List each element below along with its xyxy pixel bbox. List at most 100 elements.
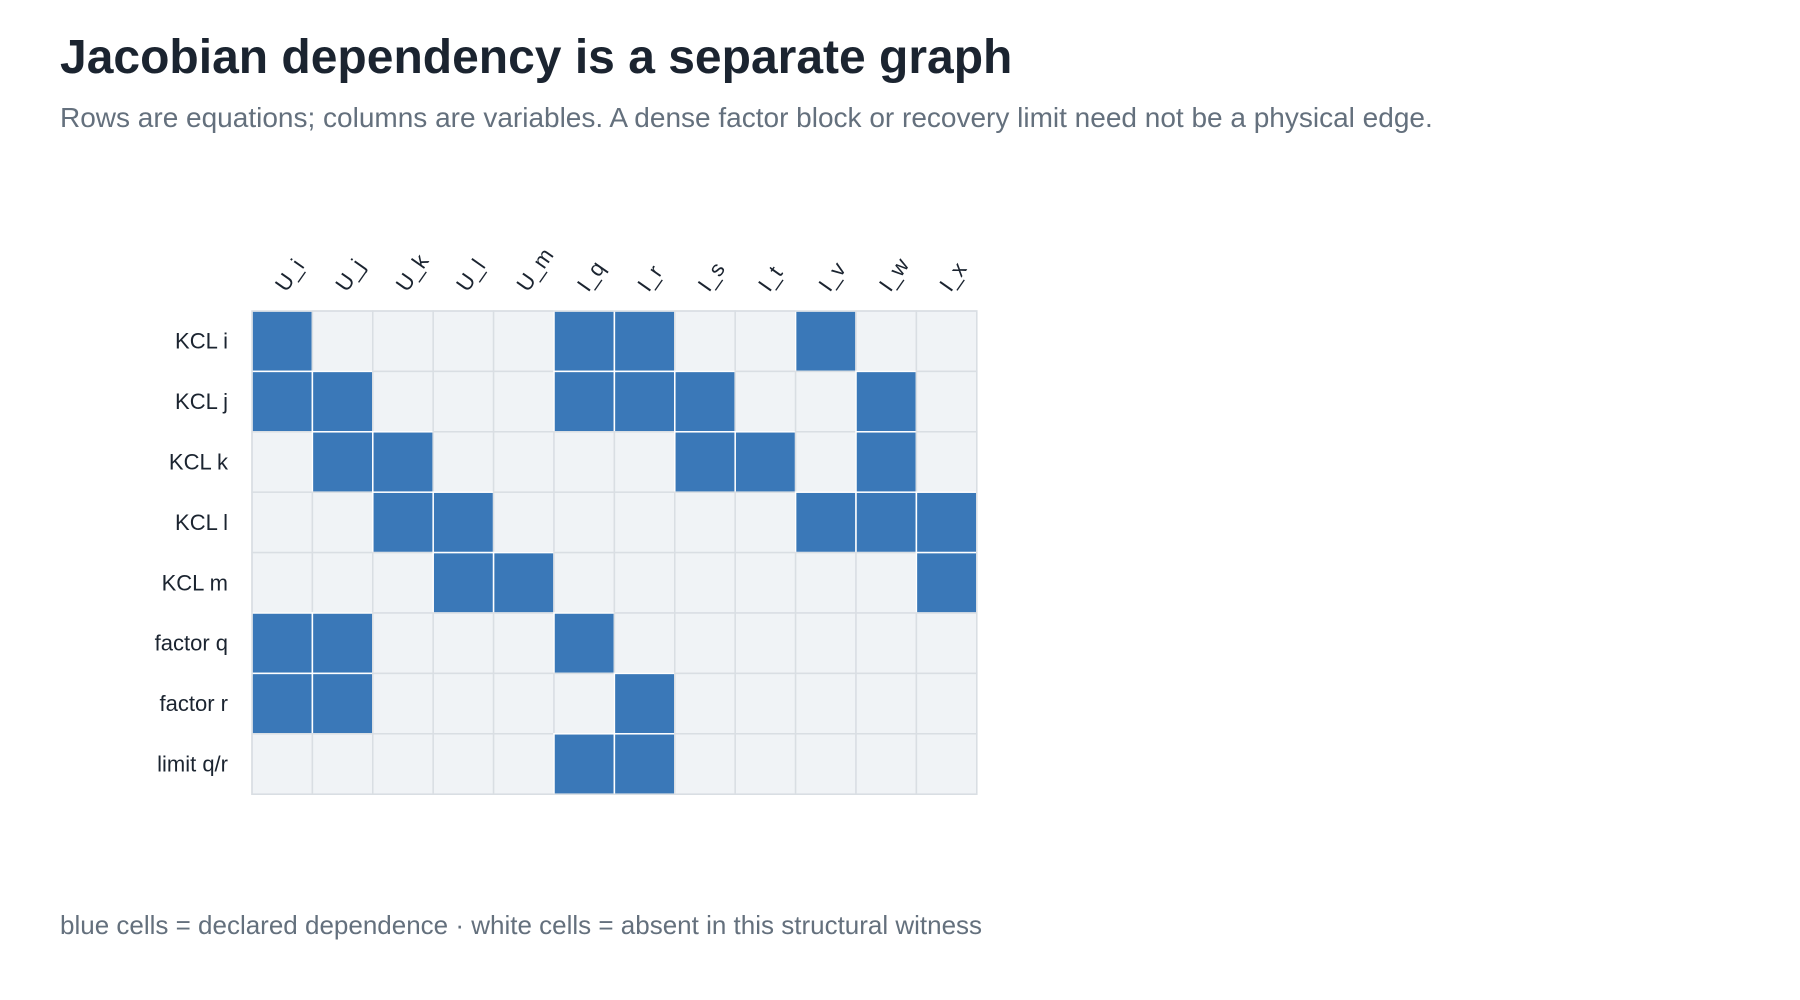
cell-kcl-m-i-v <box>794 551 857 614</box>
cell-factor-q-i-t <box>734 612 797 675</box>
cell-kcl-k-u-k <box>372 431 434 493</box>
cell-kcl-i-i-w <box>855 310 918 373</box>
cell-kcl-j-u-l <box>432 370 495 433</box>
cell-kcl-i-i-v <box>794 310 857 373</box>
cell-factor-q-u-k <box>372 612 434 675</box>
cell-limit-q-r-u-i <box>251 733 314 795</box>
cell-factor-q-u-i <box>251 612 314 675</box>
row-label-limit-q-r: limit q/r <box>157 752 228 777</box>
cell-kcl-j-u-j <box>311 370 374 433</box>
cell-kcl-j-i-q <box>553 370 616 433</box>
cell-kcl-m-u-i <box>251 551 314 614</box>
cell-kcl-j-i-s <box>674 370 736 433</box>
cell-kcl-m-i-r <box>613 551 676 614</box>
cell-kcl-k-i-s <box>674 431 736 493</box>
row-label-kcl-i: KCL i <box>175 329 228 354</box>
cell-kcl-i-u-l <box>432 310 495 373</box>
cell-kcl-i-i-t <box>734 310 797 373</box>
cell-factor-r-i-q <box>553 672 616 735</box>
cell-factor-r-u-k <box>372 672 434 735</box>
cell-kcl-j-i-r <box>613 370 676 433</box>
cell-limit-q-r-i-v <box>794 733 857 795</box>
cell-kcl-i-u-j <box>311 310 374 373</box>
column-label-u-m: U_m <box>511 243 558 295</box>
cell-kcl-l-u-m <box>492 491 555 554</box>
cell-kcl-m-i-w <box>855 551 918 614</box>
cell-kcl-m-u-m <box>492 551 555 614</box>
cell-kcl-l-u-i <box>251 491 314 554</box>
row-label-factor-r: factor r <box>160 691 228 716</box>
cell-limit-q-r-u-j <box>311 733 374 795</box>
cell-factor-q-u-l <box>432 612 495 675</box>
cell-kcl-k-i-t <box>734 431 797 493</box>
cell-factor-r-u-l <box>432 672 495 735</box>
cell-factor-q-i-v <box>794 612 857 675</box>
cell-kcl-l-i-t <box>734 491 797 554</box>
cell-kcl-k-u-m <box>492 431 555 493</box>
cell-kcl-k-u-i <box>251 431 314 493</box>
cell-factor-q-i-q <box>553 612 616 675</box>
cell-kcl-l-u-l <box>432 491 495 554</box>
cell-factor-r-i-v <box>794 672 857 735</box>
cell-kcl-l-i-w <box>855 491 918 554</box>
cell-limit-q-r-u-l <box>432 733 495 795</box>
cell-kcl-m-i-s <box>674 551 736 614</box>
cell-kcl-l-i-r <box>613 491 676 554</box>
cell-limit-q-r-i-t <box>734 733 797 795</box>
cell-kcl-j-i-w <box>855 370 918 433</box>
cell-factor-q-i-r <box>613 612 676 675</box>
cell-limit-q-r-u-k <box>372 733 434 795</box>
cell-kcl-l-i-x <box>915 491 978 554</box>
cell-kcl-i-i-r <box>613 310 676 373</box>
cell-kcl-k-u-l <box>432 431 495 493</box>
cell-kcl-j-i-t <box>734 370 797 433</box>
cell-limit-q-r-i-r <box>613 733 676 795</box>
cell-kcl-k-i-r <box>613 431 676 493</box>
legend-caption: blue cells = declared dependence · white… <box>60 910 983 940</box>
cell-limit-q-r-i-w <box>855 733 918 795</box>
cell-kcl-i-u-i <box>251 310 314 373</box>
cell-limit-q-r-i-q <box>553 733 616 795</box>
cell-kcl-l-u-j <box>311 491 374 554</box>
cell-factor-r-i-s <box>674 672 736 735</box>
cell-kcl-i-i-q <box>553 310 616 373</box>
cell-kcl-l-i-s <box>674 491 736 554</box>
cell-kcl-j-u-m <box>492 370 555 433</box>
cell-factor-q-u-j <box>311 612 374 675</box>
heatmap-cells <box>251 310 978 795</box>
row-labels: KCL i KCL j KCL k KCL l KCL m factor q factor … <box>155 329 229 777</box>
cell-limit-q-r-i-s <box>674 733 736 795</box>
cell-factor-q-u-m <box>492 612 555 675</box>
cell-factor-r-u-i <box>251 672 314 735</box>
cell-kcl-m-u-l <box>432 551 495 614</box>
cell-limit-q-r-u-m <box>492 733 555 795</box>
row-label-factor-q: factor q <box>155 631 228 656</box>
column-labels: U_i U_j U_k U_l U_m I_q I_r I_s I_t I_v I_w I_x <box>270 243 972 295</box>
cell-kcl-j-u-i <box>251 370 314 433</box>
cell-kcl-i-u-k <box>372 310 434 373</box>
row-label-kcl-k: KCL k <box>169 450 229 475</box>
cell-kcl-i-i-x <box>915 310 978 373</box>
column-label-i-r: I_r <box>632 260 667 295</box>
column-label-u-k: U_k <box>391 249 434 296</box>
cell-kcl-k-i-x <box>915 431 978 493</box>
cell-factor-r-i-r <box>613 672 676 735</box>
cell-kcl-k-u-j <box>311 431 374 493</box>
column-label-i-w: I_w <box>874 253 914 295</box>
cell-limit-q-r-i-x <box>915 733 978 795</box>
cell-factor-r-u-m <box>492 672 555 735</box>
cell-factor-r-u-j <box>311 672 374 735</box>
row-label-kcl-l: KCL l <box>175 510 228 535</box>
cell-kcl-j-u-k <box>372 370 434 433</box>
cell-kcl-l-u-k <box>372 491 434 554</box>
page-subtitle: Rows are equations; columns are variable… <box>60 102 1433 133</box>
cell-factor-q-i-s <box>674 612 736 675</box>
cell-kcl-m-u-k <box>372 551 434 614</box>
cell-kcl-k-i-v <box>794 431 857 493</box>
column-label-i-t: I_t <box>753 261 788 295</box>
column-label-i-v: I_v <box>813 257 850 295</box>
cell-kcl-l-i-v <box>794 491 857 554</box>
row-label-kcl-j: KCL j <box>175 389 228 414</box>
column-label-u-l: U_l <box>451 254 490 295</box>
